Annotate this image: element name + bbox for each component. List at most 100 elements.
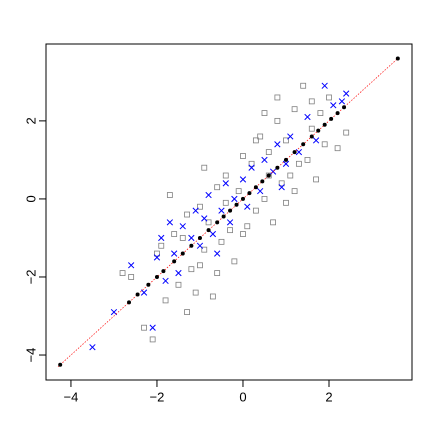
- dot-point: [260, 179, 265, 184]
- square-point: [201, 164, 208, 171]
- dot-point: [180, 251, 185, 256]
- cross-point: [343, 90, 350, 97]
- x-tick-label: 2: [325, 389, 332, 404]
- square-point: [244, 223, 251, 230]
- cross-point: [222, 180, 229, 187]
- cross-point: [312, 137, 320, 144]
- dot-point: [316, 128, 321, 133]
- square-point: [171, 231, 178, 237]
- square-point: [283, 199, 289, 206]
- square-point: [300, 82, 307, 89]
- square-point: [261, 110, 268, 116]
- square-point: [308, 98, 315, 105]
- dot-point: [266, 173, 271, 178]
- dot-point: [275, 165, 280, 170]
- square-point: [248, 160, 255, 167]
- dot-point: [146, 282, 151, 287]
- y-tick-label: 0: [23, 195, 38, 202]
- square-point: [179, 235, 186, 241]
- square-point: [205, 219, 212, 226]
- square-point: [235, 188, 242, 195]
- dot-point: [309, 134, 314, 139]
- cross-point: [171, 250, 178, 257]
- square-point: [227, 227, 233, 234]
- square-point: [317, 110, 324, 116]
- cross-point: [188, 234, 195, 242]
- square-point: [308, 125, 315, 132]
- y-tick-label: −4: [23, 348, 38, 363]
- square-point: [222, 199, 229, 206]
- square-point: [222, 172, 229, 179]
- cross-point: [330, 102, 337, 109]
- x-tick-label: −2: [150, 389, 165, 404]
- dot-point: [127, 300, 132, 305]
- square-point: [343, 129, 350, 136]
- square-point: [291, 188, 298, 195]
- cross-point: [209, 230, 217, 238]
- square-point: [274, 94, 281, 101]
- square-point: [166, 192, 173, 198]
- cross-point: [175, 269, 182, 277]
- cross-point: [162, 277, 169, 285]
- cross-point: [231, 195, 238, 203]
- square-point: [214, 270, 221, 276]
- cross-point: [269, 168, 277, 175]
- square-point: [326, 94, 332, 101]
- square-point: [231, 258, 238, 265]
- dot-point: [322, 122, 327, 127]
- square-point: [257, 133, 264, 140]
- cross-point: [192, 207, 199, 214]
- cross-point: [166, 219, 174, 226]
- dot-point: [189, 243, 194, 248]
- reference-line: [57, 58, 399, 367]
- square-point: [184, 309, 190, 315]
- plot-frame: [45, 43, 413, 381]
- cross-point: [226, 219, 234, 226]
- cross-point: [158, 234, 165, 242]
- dot-point: [161, 269, 166, 274]
- cross-point: [205, 191, 212, 199]
- cross-point: [128, 262, 135, 269]
- square-point: [265, 172, 272, 179]
- cross-point: [89, 344, 96, 351]
- dot-point: [234, 202, 239, 207]
- dot-point: [172, 259, 177, 264]
- square-point: [321, 141, 328, 148]
- square-point: [240, 153, 246, 159]
- square-point: [158, 242, 165, 249]
- square-point: [197, 262, 203, 269]
- square-point: [295, 160, 302, 167]
- dot-point: [395, 56, 400, 61]
- cross-point: [239, 176, 247, 183]
- dot-point: [247, 191, 252, 196]
- square-point: [270, 219, 276, 226]
- dot-point: [301, 142, 306, 147]
- cross-point: [274, 141, 281, 148]
- cross-point: [140, 289, 148, 296]
- dot-point: [58, 362, 63, 367]
- square-point: [252, 137, 259, 144]
- square-point: [188, 266, 195, 273]
- dot-point: [283, 157, 288, 162]
- cross-point: [338, 98, 346, 105]
- dot-point: [154, 274, 159, 279]
- square-point: [197, 203, 203, 210]
- x-tick-label: −4: [64, 389, 79, 404]
- cross-point: [287, 133, 294, 140]
- square-point: [283, 137, 289, 144]
- cross-point: [214, 250, 221, 257]
- dot-point: [197, 235, 202, 240]
- cross-point: [149, 324, 156, 331]
- dot-point: [215, 220, 220, 225]
- cross-point: [153, 254, 161, 261]
- cross-point: [261, 156, 268, 164]
- cross-point: [304, 113, 311, 121]
- x-tick-label: 0: [239, 389, 246, 404]
- square-point: [209, 293, 216, 300]
- square-point: [141, 324, 147, 331]
- square-point: [304, 157, 311, 163]
- dot-point: [253, 185, 258, 190]
- square-point: [175, 281, 182, 288]
- dot-point: [240, 196, 245, 201]
